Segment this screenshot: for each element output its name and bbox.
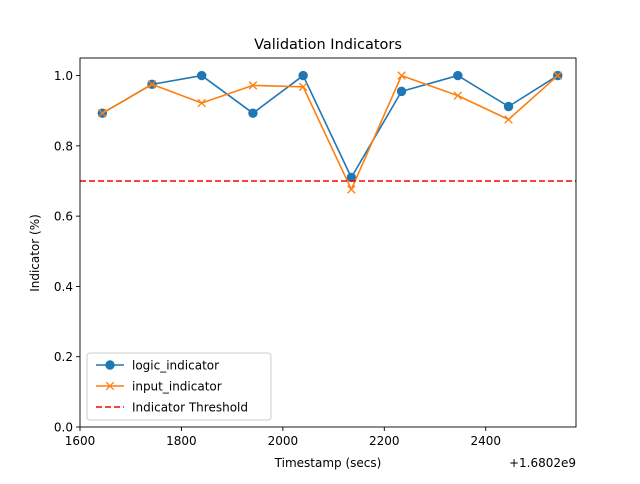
data-point-input_indicator-0 [98, 108, 107, 118]
data-point-input_indicator-6 [397, 71, 406, 80]
data-point-input_indicator-4 [298, 82, 308, 92]
data-point-input_indicator-3 [248, 81, 258, 90]
data-point-logic_indicator-2 [197, 70, 207, 81]
y-tick-label: 0.8 [54, 139, 73, 153]
x-tick-label: 1600 [65, 434, 96, 448]
x-axis-offset-label: +1.6802e9 [509, 456, 576, 470]
legend-entry: input_indicator [96, 380, 222, 394]
plot-area [79, 57, 577, 428]
y-tick-label: 1.0 [54, 69, 73, 83]
legend-entry: Indicator Threshold [96, 401, 248, 415]
legend: logic_indicator input_indicator Indicator … [86, 352, 272, 421]
series-line-logic_indicator [101, 74, 559, 179]
legend-label: logic_indicator [132, 359, 219, 373]
data-point-input_indicator-7 [453, 91, 463, 100]
data-point-input_indicator-1 [147, 80, 157, 89]
data-point-logic_indicator-7 [453, 70, 463, 81]
y-axis-label: Indicator (%) [28, 214, 42, 292]
x-axis-label: Timestamp (secs) [274, 456, 382, 470]
legend-label: input_indicator [132, 380, 222, 394]
data-point-input_indicator-2-stroke-b [197, 98, 206, 108]
data-point-input_indicator-4-stroke-b [298, 82, 308, 92]
data-point-input_indicator-8 [504, 115, 513, 124]
data-point-input_indicator-6-stroke-b [397, 71, 406, 80]
data-point-input_indicator-9 [553, 71, 563, 80]
data-point-input_indicator-9-stroke-b [553, 71, 563, 80]
data-point-input_indicator-1-stroke-b [147, 80, 157, 89]
data-point-input_indicator-8-stroke-b [504, 115, 513, 124]
legend-entry: logic_indicator [96, 359, 219, 373]
axes-frame [79, 57, 577, 428]
data-point-input_indicator-5-stroke-b [347, 185, 356, 194]
data-point-input_indicator-2 [197, 98, 206, 108]
data-point-input_indicator-5 [347, 185, 356, 194]
y-tick-label: 0.0 [54, 421, 73, 435]
legend-marker-stroke-b [105, 381, 115, 391]
legend-label: Indicator Threshold [132, 401, 248, 415]
legend-box [86, 352, 272, 421]
data-point-input_indicator-3-stroke-b [248, 81, 258, 90]
data-point-logic_indicator-3 [248, 108, 258, 118]
data-point-logic_indicator-4 [298, 70, 308, 81]
data-point-input_indicator-0-stroke-b [98, 108, 107, 118]
data-point-logic_indicator-6 [396, 86, 407, 97]
y-tick-label: 0.4 [54, 280, 73, 294]
x-tick-label: 2000 [268, 434, 299, 448]
y-tick-label: 0.6 [54, 210, 73, 224]
x-tick-label: 2200 [369, 434, 400, 448]
legend-marker [105, 360, 115, 370]
data-point-input_indicator-7-stroke-b [453, 91, 463, 100]
x-tick-label: 2400 [470, 434, 501, 448]
chart-title: Validation Indicators [254, 37, 402, 53]
series-line-input_indicator [101, 74, 559, 191]
x-tick-label: 1800 [166, 434, 197, 448]
legend-marker [105, 381, 115, 391]
data-point-logic_indicator-8 [503, 101, 514, 112]
y-tick-label: 0.2 [54, 350, 73, 364]
x-axis: 1600 1800 2000 2200 2400 [65, 427, 501, 448]
y-axis: 0.0 0.2 0.4 0.6 0.8 1.0 [54, 69, 80, 435]
